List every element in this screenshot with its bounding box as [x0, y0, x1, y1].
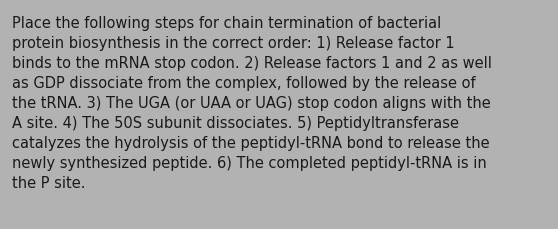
Text: Place the following steps for chain termination of bacterial
protein biosynthesi: Place the following steps for chain term… [12, 16, 492, 191]
